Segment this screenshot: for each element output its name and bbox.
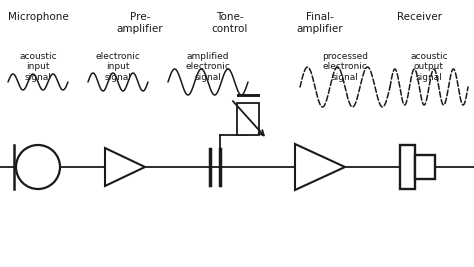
Bar: [415, 155, 435, 179]
Text: acoustic
input
signal: acoustic input signal: [19, 52, 57, 82]
Text: Microphone: Microphone: [8, 12, 68, 22]
Text: Pre-
amplifier: Pre- amplifier: [117, 12, 164, 34]
Text: processed
electronic
signal: processed electronic signal: [322, 52, 368, 82]
Text: acoustic
output
signal: acoustic output signal: [410, 52, 448, 82]
Ellipse shape: [16, 145, 60, 189]
Text: Tone-
control: Tone- control: [212, 12, 248, 34]
Bar: [400, 145, 415, 189]
Text: electronic
input
signal: electronic input signal: [96, 52, 140, 82]
Text: Final-
amplifier: Final- amplifier: [297, 12, 343, 34]
Bar: [237, 103, 259, 135]
Polygon shape: [105, 148, 145, 186]
Text: Receiver: Receiver: [398, 12, 443, 22]
Polygon shape: [295, 144, 345, 190]
Text: amplified
electronic
signal: amplified electronic signal: [185, 52, 230, 82]
